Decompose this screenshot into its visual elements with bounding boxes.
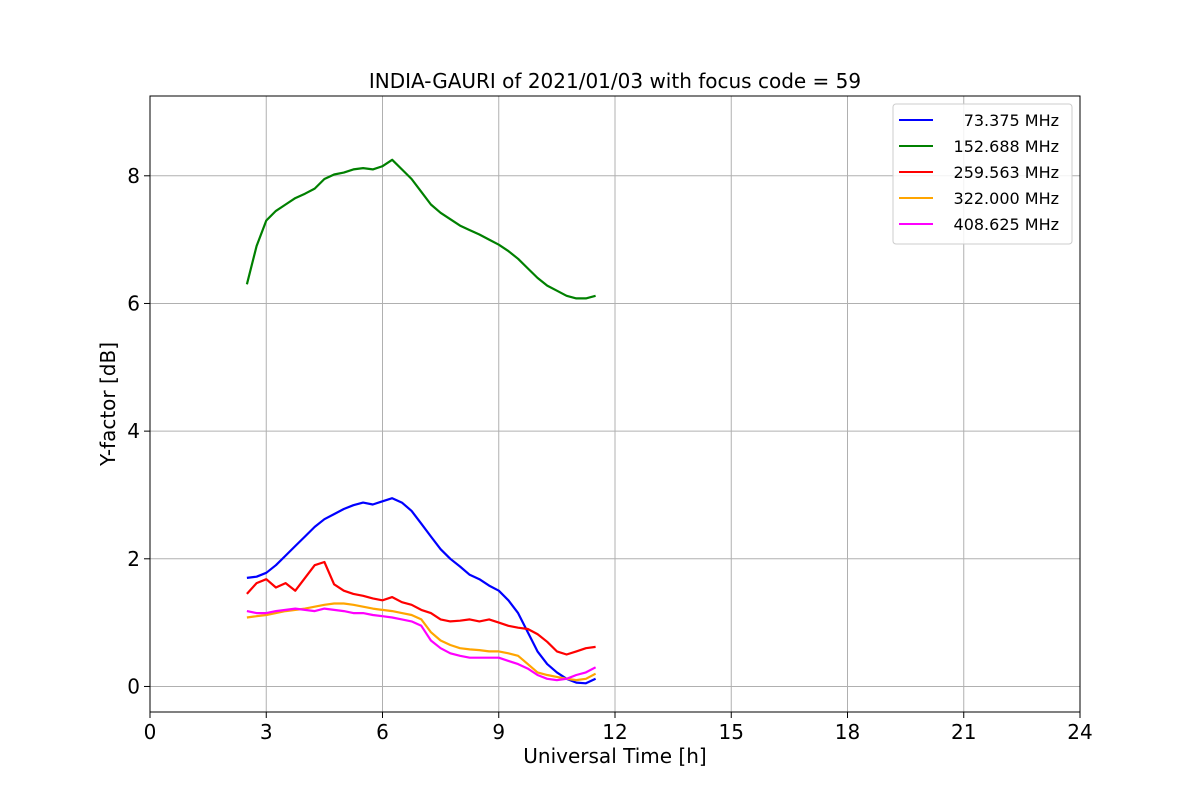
x-tick-label: 6: [376, 720, 389, 744]
legend-label-1: 152.688 MHz: [954, 137, 1059, 156]
y-axis-label: Y-factor [dB]: [96, 342, 120, 467]
legend-label-0: 73.375 MHz: [964, 111, 1059, 130]
legend-label-2: 259.563 MHz: [954, 163, 1059, 182]
y-tick-label: 0: [127, 674, 140, 698]
x-tick-label: 24: [1067, 720, 1092, 744]
series-line-1: [245, 158, 596, 300]
series-lines: [245, 158, 597, 685]
legend-label-3: 322.000 MHz: [954, 189, 1059, 208]
series-line-3: [246, 602, 597, 682]
x-axis-label: Universal Time [h]: [523, 744, 706, 768]
series-line-0: [246, 497, 597, 685]
y-tick-label: 4: [127, 419, 140, 443]
x-tick-label: 15: [719, 720, 744, 744]
y-tick-label: 8: [127, 164, 140, 188]
x-tick-label: 0: [144, 720, 157, 744]
x-tick-label: 3: [260, 720, 273, 744]
y-tick-label: 2: [127, 547, 140, 571]
legend-label-4: 408.625 MHz: [954, 215, 1059, 234]
legend-box: [892, 103, 1073, 245]
x-tick-label: 12: [602, 720, 627, 744]
legend: 73.375 MHz 152.688 MHz 259.563 MHz 322.000 …: [892, 103, 1073, 245]
chart-title: INDIA-GAURI of 2021/01/03 with focus cod…: [369, 69, 861, 93]
x-tick-label: 9: [492, 720, 505, 744]
y-tick-label: 6: [127, 291, 140, 315]
x-tick-label: 18: [835, 720, 860, 744]
x-tick-label: 21: [951, 720, 976, 744]
series-line-2: [246, 560, 596, 656]
series-line-4: [246, 607, 597, 682]
